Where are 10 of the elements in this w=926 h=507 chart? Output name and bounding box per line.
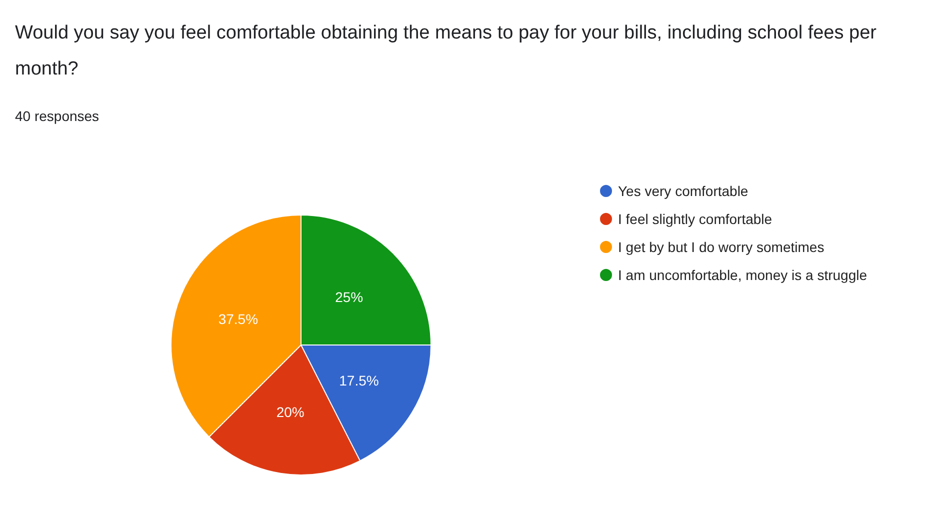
legend-label: I get by but I do worry sometimes xyxy=(618,239,824,255)
data-label: 37.5% xyxy=(218,310,258,327)
legend-label: I feel slightly comfortable xyxy=(618,211,772,227)
chart-title: Would you say you feel comfortable obtaining the means to pay for your bills, including school fees per month? xyxy=(15,22,882,80)
data-label: 25% xyxy=(335,288,364,305)
data-label: 20% xyxy=(276,404,304,420)
legend-label: I am uncomfortable, money is a struggle xyxy=(618,267,868,283)
data-label: 17.5% xyxy=(339,372,379,389)
text: 40 responses xyxy=(15,108,100,124)
legend-label: Yes very comfortable xyxy=(618,183,748,199)
